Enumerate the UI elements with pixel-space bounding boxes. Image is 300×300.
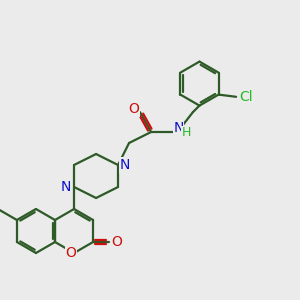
Text: H: H [182, 127, 191, 140]
Text: O: O [111, 235, 122, 249]
Text: O: O [129, 102, 140, 116]
Text: N: N [61, 180, 71, 194]
Text: O: O [66, 246, 76, 260]
Text: N: N [173, 121, 184, 135]
Text: N: N [120, 158, 130, 172]
Text: Cl: Cl [239, 90, 253, 104]
